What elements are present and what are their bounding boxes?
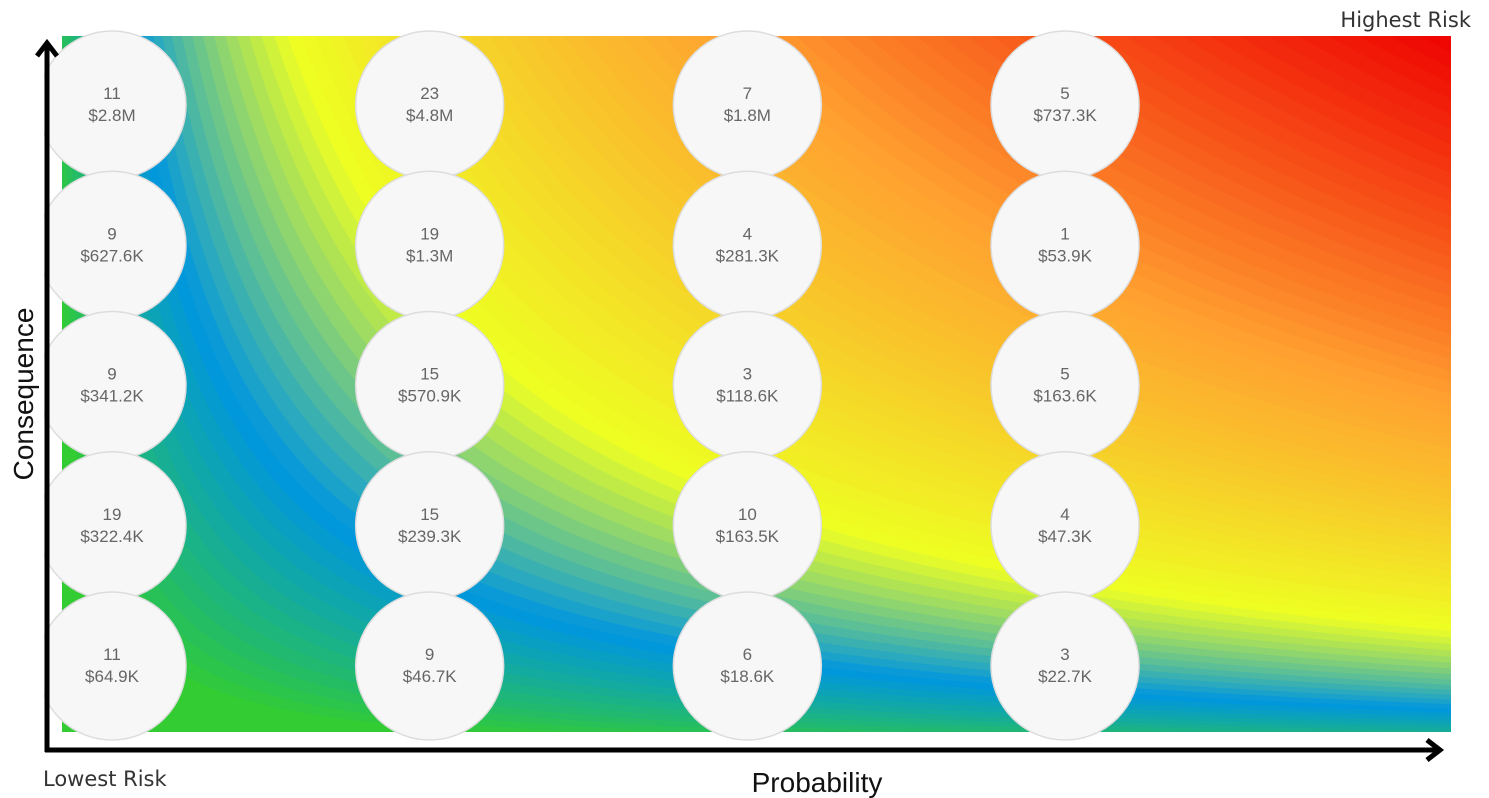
x-axis-label: Probability [752, 767, 883, 798]
bubble-count-label: 5 [1060, 365, 1069, 384]
bubble-amount-label: $53.9K [1038, 246, 1093, 265]
bubble-circle [990, 451, 1140, 601]
bubble-circle [44, 591, 187, 741]
bubble-amount-label: $737.3K [1033, 106, 1097, 125]
bubble-amount-label: $47.3K [1038, 527, 1093, 546]
bubble-layer: 11$2.8M23$4.8M7$1.8M5$737.3K9$627.6K19$1… [38, 30, 1140, 741]
bubble-count-label: 9 [107, 224, 116, 243]
bubble-count-label: 7 [743, 84, 752, 103]
bubble-3[interactable]: 7 $1.8M [672, 30, 823, 180]
bubble-amount-label: $163.5K [716, 527, 780, 546]
bubble-20[interactable]: 3 $22.7K [990, 591, 1140, 741]
bubble-circle [672, 451, 823, 601]
bubble-circle [44, 451, 187, 601]
bubble-count-label: 10 [738, 505, 757, 524]
bubble-10[interactable]: 15 $570.9K [354, 310, 505, 461]
x-axis-arrowhead [1425, 738, 1445, 762]
bubble-amount-label: $239.3K [398, 527, 462, 546]
bubble-count-label: 19 [103, 505, 122, 524]
bubble-count-label: 11 [103, 645, 121, 664]
bubble-count-label: 11 [103, 84, 121, 103]
bubble-amount-label: $1.8M [724, 106, 771, 125]
bubble-amount-label: $22.7K [1038, 667, 1093, 686]
bubble-count-label: 3 [1060, 645, 1069, 664]
bubble-circle [990, 591, 1140, 741]
bubble-circle [672, 591, 823, 741]
bubble-circle [990, 170, 1140, 320]
gradient-band [1419, 36, 1451, 52]
bubble-amount-label: $64.9K [85, 667, 140, 686]
bubble-circle [672, 310, 823, 461]
bubble-circle [354, 451, 505, 601]
bubble-5[interactable]: 9 $627.6K [38, 170, 187, 320]
bubble-13[interactable]: 19 $322.4K [38, 451, 187, 601]
bubble-circle [44, 170, 187, 320]
bubble-count-label: 23 [420, 84, 439, 103]
bubble-11[interactable]: 3 $118.6K [672, 310, 823, 461]
bubble-15[interactable]: 10 $163.5K [672, 451, 823, 601]
bubble-count-label: 19 [420, 224, 439, 243]
bubble-2[interactable]: 23 $4.8M [354, 30, 505, 180]
bubble-12[interactable]: 5 $163.6K [990, 310, 1140, 461]
bubble-8[interactable]: 1 $53.9K [990, 170, 1140, 320]
y-axis-label: Consequence [8, 308, 39, 481]
bubble-count-label: 6 [743, 645, 752, 664]
bubble-count-label: 1 [1060, 224, 1069, 243]
bubble-amount-label: $163.6K [1033, 387, 1097, 406]
bubble-circle [354, 30, 505, 180]
bubble-circle [354, 170, 505, 320]
bubble-amount-label: $1.3M [406, 246, 453, 265]
bubble-count-label: 9 [107, 365, 116, 384]
bubble-4[interactable]: 5 $737.3K [990, 30, 1140, 180]
bubble-amount-label: $46.7K [403, 667, 458, 686]
bubble-amount-label: $281.3K [716, 246, 780, 265]
bubble-amount-label: $570.9K [398, 387, 462, 406]
bubble-amount-label: $4.8M [406, 106, 453, 125]
bubble-14[interactable]: 15 $239.3K [354, 451, 505, 601]
bubble-amount-label: $627.6K [80, 246, 144, 265]
bubble-circle [990, 310, 1140, 461]
bubble-amount-label: $322.4K [80, 527, 144, 546]
bubble-circle [672, 170, 823, 320]
bubble-amount-label: $2.8M [88, 106, 135, 125]
bubble-amount-label: $118.6K [716, 387, 779, 406]
bubble-17[interactable]: 11 $64.9K [38, 591, 187, 741]
bubble-circle [354, 591, 505, 741]
bubble-circle [44, 30, 187, 180]
bubble-7[interactable]: 4 $281.3K [672, 170, 823, 320]
bubble-circle [44, 310, 187, 461]
bubble-count-label: 9 [425, 645, 434, 664]
lowest-risk-label: Lowest Risk [43, 767, 167, 791]
bubble-count-label: 5 [1060, 84, 1069, 103]
bubble-1[interactable]: 11 $2.8M [38, 30, 187, 180]
bubble-19[interactable]: 6 $18.6K [672, 591, 823, 741]
bubble-count-label: 15 [420, 365, 439, 384]
bubble-circle [354, 310, 505, 461]
bubble-18[interactable]: 9 $46.7K [354, 591, 505, 741]
bubble-9[interactable]: 9 $341.2K [38, 310, 187, 461]
bubble-count-label: 3 [743, 365, 752, 384]
bubble-circle [672, 30, 823, 180]
bubble-count-label: 15 [420, 505, 439, 524]
bubble-6[interactable]: 19 $1.3M [354, 170, 505, 320]
bubble-amount-label: $18.6K [720, 667, 775, 686]
bubble-count-label: 4 [1060, 505, 1069, 524]
bubble-circle [990, 30, 1140, 180]
highest-risk-label: Highest Risk [1340, 8, 1471, 32]
y-axis-arrowhead [35, 38, 59, 58]
bubble-16[interactable]: 4 $47.3K [990, 451, 1140, 601]
bubble-amount-label: $341.2K [80, 387, 144, 406]
bubble-count-label: 4 [743, 224, 752, 243]
